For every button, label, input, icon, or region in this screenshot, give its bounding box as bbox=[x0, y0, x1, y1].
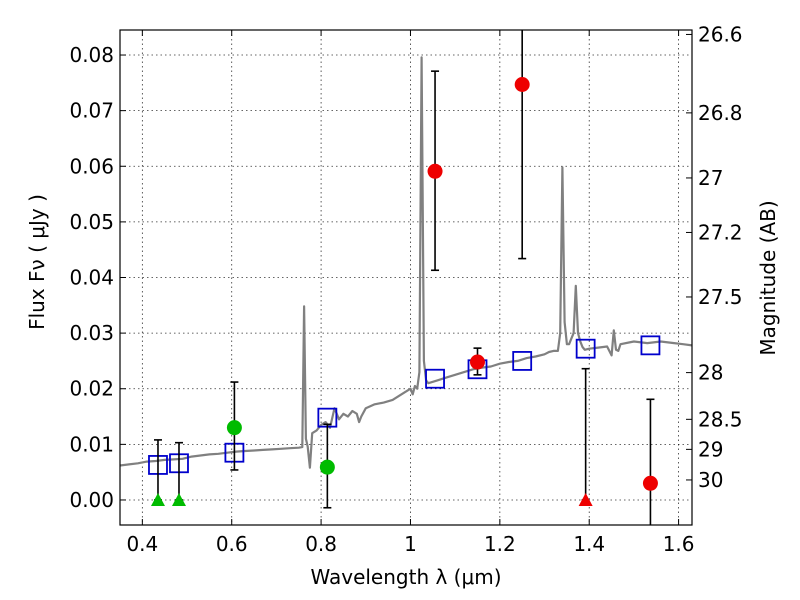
marker-layer bbox=[148, 30, 661, 525]
y-right-tick-label: 29 bbox=[698, 437, 723, 461]
y-right-tick-label: 28 bbox=[698, 361, 723, 385]
photometry-point bbox=[226, 420, 242, 436]
y-tick-label: 0.04 bbox=[69, 266, 114, 290]
y-right-tick-label: 28.5 bbox=[698, 407, 743, 431]
upper-limit-triangle bbox=[150, 492, 165, 506]
spectrum-line bbox=[119, 56, 693, 469]
grid bbox=[120, 30, 692, 525]
y-right-axis-title: Magnitude (AB) bbox=[756, 200, 780, 355]
x-axis-title: Wavelength λ (μm) bbox=[310, 565, 501, 589]
spectrum-layer bbox=[119, 56, 693, 469]
x-tick-label: 1 bbox=[404, 532, 417, 556]
model-photometry-square bbox=[640, 335, 661, 356]
y-tick-label: 0.07 bbox=[69, 99, 114, 123]
x-tick-label: 1.4 bbox=[573, 532, 605, 556]
x-tick-label: 0.8 bbox=[305, 532, 337, 556]
x-tick-label: 0.4 bbox=[126, 532, 158, 556]
y-tick-label: 0.06 bbox=[69, 154, 114, 178]
y-tick-label: 0.02 bbox=[69, 377, 114, 401]
photometry-point bbox=[427, 163, 443, 179]
y-right-tick-label: 27.2 bbox=[698, 220, 743, 244]
tick-label-layer: 0.4 0.6 0.8 1 1.2 1.4 1.6 0.00 0.01 0.02 0.03 0.04 0… bbox=[69, 22, 742, 556]
photometry-point bbox=[514, 77, 530, 93]
x-tick-label: 1.6 bbox=[663, 532, 695, 556]
upper-limit-triangle bbox=[578, 492, 593, 506]
y-right-tick-label: 27.5 bbox=[698, 285, 743, 309]
y-right-tick-label: 27 bbox=[698, 166, 723, 190]
y-tick-label: 0.00 bbox=[69, 488, 114, 512]
y-axis-title: Flux Fν ( μJy ) bbox=[25, 194, 49, 330]
y-right-tick-label: 30 bbox=[698, 468, 723, 492]
y-right-tick-label: 26.8 bbox=[698, 101, 743, 125]
photometry-point bbox=[642, 475, 658, 491]
tick-layer bbox=[120, 30, 692, 525]
y-right-tick-label: 26.6 bbox=[698, 22, 743, 46]
model-photometry-square bbox=[425, 368, 445, 389]
y-tick-label: 0.01 bbox=[69, 432, 114, 456]
y-tick-label: 0.05 bbox=[69, 210, 114, 234]
photometry-point bbox=[470, 354, 485, 370]
y-tick-label: 0.03 bbox=[69, 321, 114, 345]
y-tick-label: 0.08 bbox=[69, 43, 114, 67]
model-photometry-square bbox=[575, 338, 596, 359]
photometry-point bbox=[319, 459, 335, 475]
upper-limit-triangle bbox=[171, 492, 186, 506]
x-tick-label: 0.6 bbox=[216, 532, 248, 556]
x-tick-label: 1.2 bbox=[484, 532, 516, 556]
model-photometry-square bbox=[512, 351, 533, 371]
